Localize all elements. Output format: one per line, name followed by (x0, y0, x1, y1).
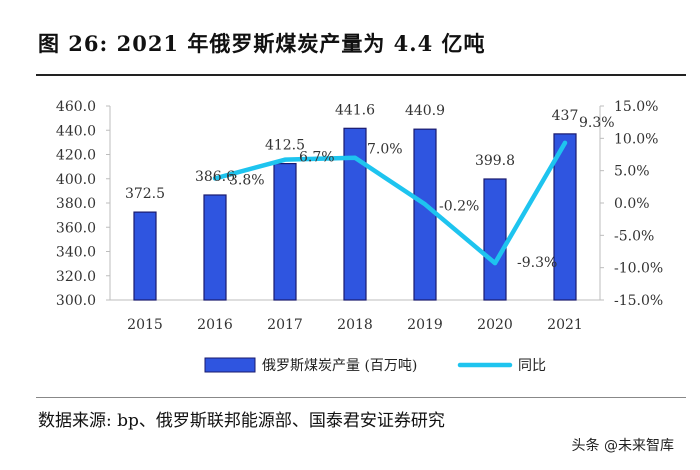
x-tick-label: 2016 (197, 317, 233, 333)
bar-value-label: 441.6 (335, 102, 375, 118)
legend-swatch-bar (204, 357, 256, 373)
bar (553, 133, 577, 301)
x-tick-label: 2017 (267, 317, 303, 333)
bar (343, 127, 367, 301)
y-left-tick-label: 420.0 (56, 148, 96, 164)
bar-value-label: 412.5 (265, 138, 305, 154)
x-tick-label: 2020 (477, 317, 513, 333)
legend: 俄罗斯煤炭产量 (百万吨) 同比 (204, 357, 546, 374)
y-left-tick-label: 380.0 (56, 196, 96, 212)
growth-line (212, 140, 568, 266)
y-left-tick-label: 440.0 (56, 123, 96, 139)
bar-value-label: 386.6 (195, 169, 235, 185)
y-right-tick-label: 15.0% (614, 99, 658, 115)
growth-point (563, 140, 567, 145)
y-left-tick-label: 360.0 (56, 220, 96, 236)
y-left-tick-label: 320.0 (56, 269, 96, 285)
growth-value-label: 9.3% (579, 115, 615, 131)
y-right-tick-label: 5.0% (614, 164, 650, 180)
growth-point (493, 261, 497, 266)
growth-value-label: 3.8% (229, 172, 265, 188)
bar (483, 178, 507, 301)
chart-title: 图 26: 2021 年俄罗斯煤炭产量为 4.4 亿吨 (38, 31, 486, 56)
bar (203, 194, 227, 301)
data-labels: 372.5 386.6 412.5 441.6 440.9 399.8 437 3.8% 6.7… (125, 102, 615, 271)
y-left-tick-label: 460.0 (56, 99, 96, 115)
bar-value-label: 440.9 (405, 103, 445, 119)
x-tick-label: 2021 (547, 317, 583, 333)
legend-label-line: 同比 (518, 358, 546, 374)
y-left-tick-label: 300.0 (56, 293, 96, 309)
x-tick-label: 2019 (407, 317, 443, 333)
y-left-tick-label: 400.0 (56, 172, 96, 188)
legend-label-bar: 俄罗斯煤炭产量 (百万吨) (262, 358, 417, 374)
bar-series (133, 127, 577, 301)
growth-value-label: 6.7% (299, 150, 335, 166)
growth-point (213, 176, 217, 181)
line-series (212, 140, 568, 266)
growth-value-label: -9.3% (517, 255, 557, 271)
bar (133, 211, 157, 301)
bar (273, 162, 297, 301)
growth-value-label: -0.2% (439, 198, 479, 214)
growth-point (353, 155, 357, 160)
growth-point (283, 157, 287, 162)
y-right-tick-label: -15.0% (614, 293, 663, 309)
y-left-tick-label: 340.0 (56, 245, 96, 261)
y-right-tick-label: -10.0% (614, 261, 663, 277)
bar-value-label: 437 (552, 108, 579, 124)
bar (413, 128, 437, 301)
source-divider (36, 397, 686, 398)
title-divider (36, 74, 686, 76)
bar-value-label: 372.5 (125, 186, 165, 202)
y-right-tick-label: 0.0% (614, 196, 650, 212)
chart-axes: 300.0 320.0 340.0 360.0 380.0 400.0 420.0 440.0… (56, 99, 663, 333)
x-tick-label: 2018 (337, 317, 373, 333)
source-note: 数据来源: bp、俄罗斯联邦能源部、国泰君安证券研究 (38, 411, 445, 431)
watermark: 头条 @未来智库 (567, 434, 678, 456)
y-right-tick-label: -5.0% (614, 228, 654, 244)
growth-point (423, 202, 427, 207)
growth-value-label: 7.0% (367, 142, 403, 158)
y-right-tick-label: 10.0% (614, 131, 658, 147)
x-tick-label: 2015 (127, 317, 163, 333)
bar-value-label: 399.8 (475, 153, 515, 169)
chart-canvas: 300.0 320.0 340.0 360.0 380.0 400.0 420.0 440.0… (56, 99, 663, 374)
